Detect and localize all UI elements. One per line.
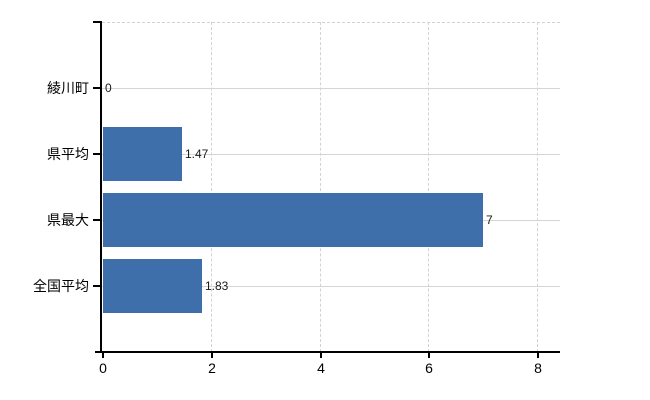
- x-gridline: [211, 22, 212, 352]
- bar-value-label: 1.83: [205, 279, 229, 293]
- row-gridline: [102, 154, 560, 155]
- x-axis-tick: [211, 353, 213, 358]
- category-tick: [93, 219, 102, 221]
- axis-top-tick: [93, 21, 102, 23]
- category-tick: [93, 285, 102, 287]
- x-axis-tick: [537, 353, 539, 358]
- category-label: 綾川町: [47, 80, 89, 96]
- x-axis-tick: [102, 353, 104, 358]
- bar-value-label: 7: [486, 213, 493, 227]
- bar-value-label: 1.47: [185, 147, 209, 161]
- x-tick-label: 4: [317, 360, 325, 376]
- category-tick: [93, 153, 102, 155]
- x-tick-label: 2: [208, 360, 216, 376]
- x-tick-label: 6: [425, 360, 433, 376]
- x-gridline: [320, 22, 321, 352]
- bar: [103, 193, 483, 247]
- bar-value-label: 0: [105, 81, 112, 95]
- category-label: 県平均: [47, 146, 89, 162]
- bar: [103, 259, 202, 313]
- x-axis-tick: [320, 353, 322, 358]
- bar: [103, 127, 182, 181]
- row-gridline: [102, 286, 560, 287]
- category-label: 県最大: [47, 212, 89, 228]
- y-axis-line: [100, 22, 102, 352]
- x-tick-label: 8: [534, 360, 542, 376]
- category-tick: [93, 87, 102, 89]
- category-label: 全国平均: [33, 278, 89, 294]
- x-axis-tick: [428, 353, 430, 358]
- x-axis-line: [95, 351, 560, 353]
- row-gridline: [102, 88, 560, 89]
- plot-top-gridline: [102, 22, 560, 23]
- x-tick-label: 0: [99, 360, 107, 376]
- x-gridline: [428, 22, 429, 352]
- x-gridline: [537, 22, 538, 352]
